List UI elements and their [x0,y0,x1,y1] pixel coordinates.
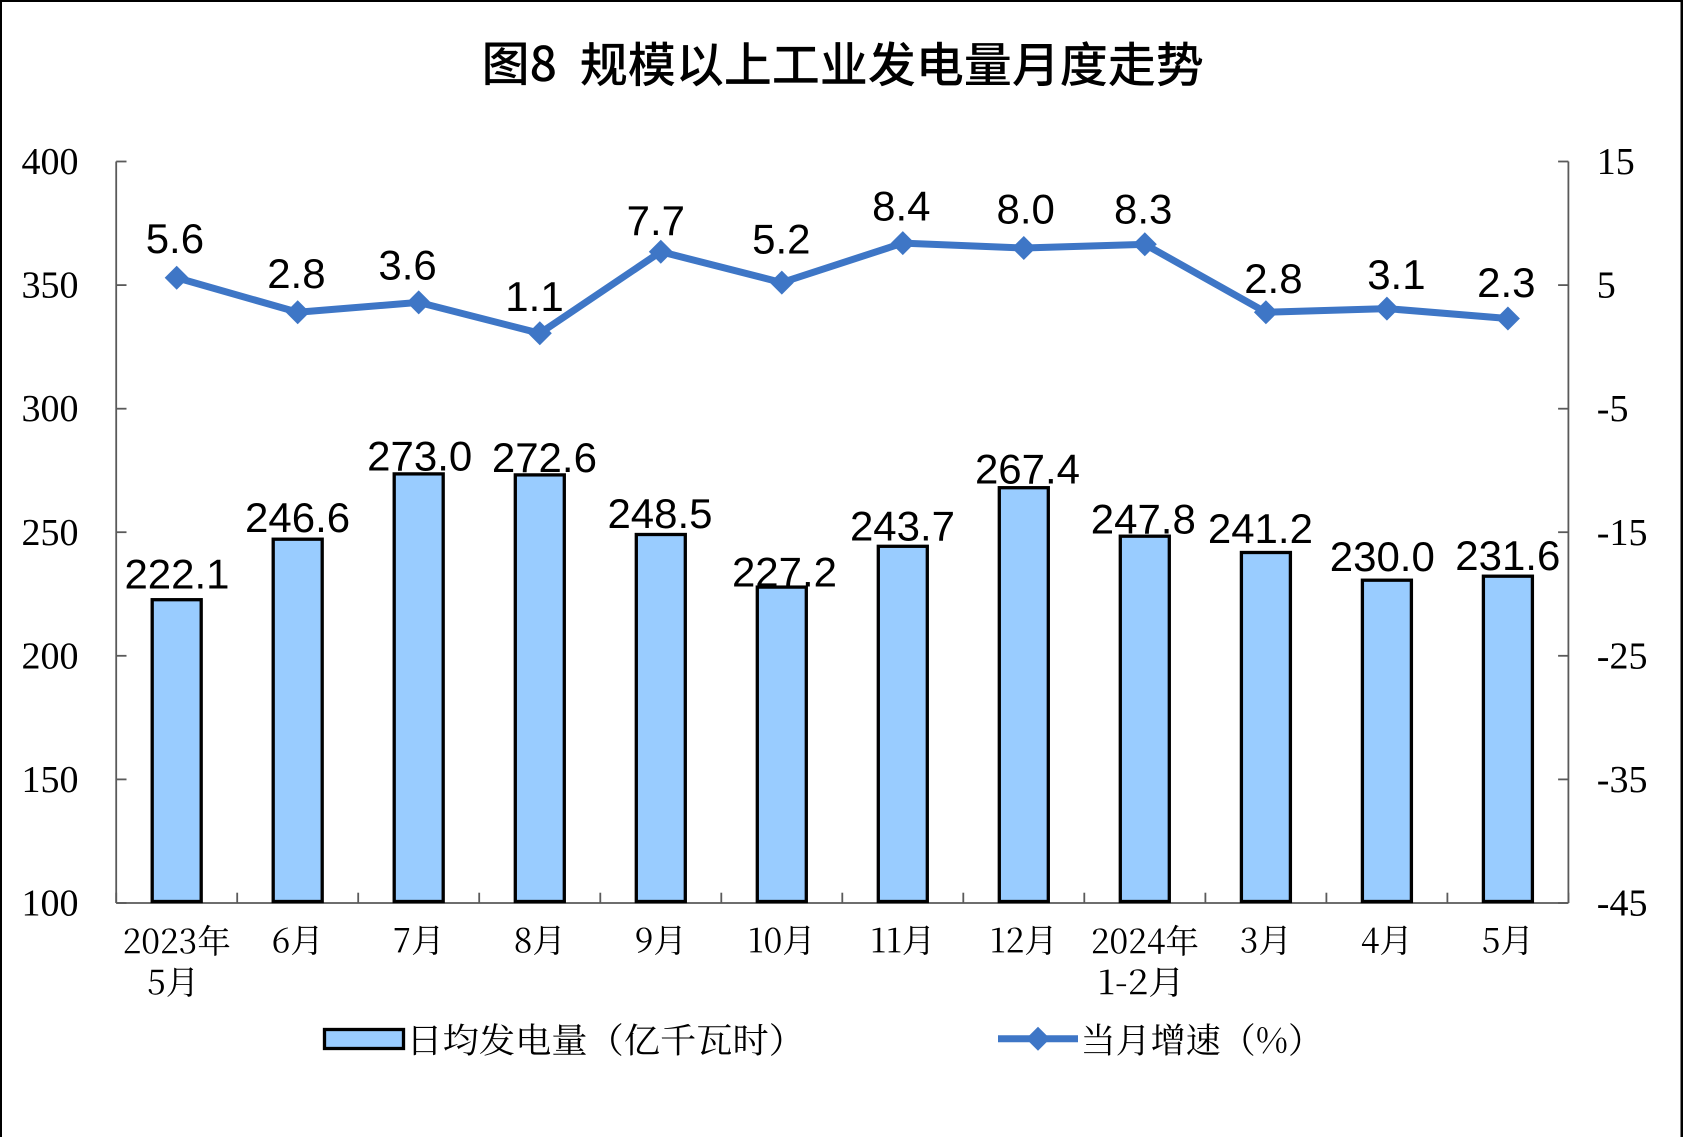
svg-text:100: 100 [22,883,79,925]
svg-text:5.2: 5.2 [752,216,810,263]
svg-text:400: 400 [22,141,79,183]
svg-text:150: 150 [22,759,79,801]
svg-text:247.8: 247.8 [1091,496,1196,543]
svg-text:8.4: 8.4 [872,183,930,230]
svg-text:3.6: 3.6 [378,241,436,288]
svg-text:241.2: 241.2 [1208,505,1313,552]
svg-text:267.4: 267.4 [975,445,1080,492]
svg-text:200: 200 [22,635,79,677]
svg-text:246.6: 246.6 [245,494,350,541]
svg-text:1.1: 1.1 [505,273,563,320]
svg-text:8.3: 8.3 [1114,185,1172,232]
svg-text:272.6: 272.6 [492,434,597,481]
svg-text:2.8: 2.8 [267,250,325,297]
svg-text:-25: -25 [1597,635,1648,677]
svg-text:350: 350 [22,265,79,307]
svg-text:243.7: 243.7 [850,503,955,550]
svg-text:5.6: 5.6 [146,215,204,262]
svg-text:5: 5 [1597,265,1616,307]
svg-text:2.8: 2.8 [1244,255,1302,302]
svg-text:-35: -35 [1597,759,1648,801]
svg-text:248.5: 248.5 [607,490,712,537]
svg-text:3.1: 3.1 [1367,251,1425,298]
svg-text:230.0: 230.0 [1330,533,1435,580]
svg-text:-45: -45 [1597,883,1648,925]
svg-text:-5: -5 [1597,388,1629,430]
svg-text:15: 15 [1597,141,1635,183]
svg-text:-15: -15 [1597,512,1648,554]
svg-text:2.3: 2.3 [1477,259,1535,306]
svg-text:222.1: 222.1 [124,551,229,598]
svg-text:250: 250 [22,512,79,554]
svg-text:7.7: 7.7 [627,197,685,244]
svg-text:227.2: 227.2 [732,549,837,596]
svg-text:8.0: 8.0 [997,185,1055,232]
svg-text:273.0: 273.0 [367,433,472,480]
svg-text:231.6: 231.6 [1455,532,1560,579]
svg-text:300: 300 [22,388,79,430]
